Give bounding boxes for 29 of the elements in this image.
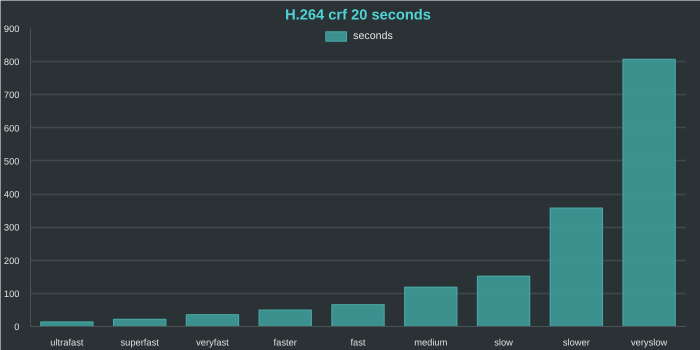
x-tick-label: ultrafast	[50, 338, 84, 348]
x-tick-label: fast	[350, 338, 366, 348]
x-tick-label: superfast	[120, 338, 160, 348]
x-tick-label: faster	[274, 338, 297, 348]
bar	[258, 309, 312, 326]
y-tick-label: 900	[4, 24, 20, 34]
y-tick-label: 500	[4, 156, 20, 166]
bar	[404, 286, 458, 326]
x-tick-label: medium	[414, 338, 448, 348]
x-tick-label: slower	[562, 338, 590, 348]
y-tick-label: 400	[4, 190, 20, 200]
y-tick-label: 300	[4, 222, 20, 233]
y-tick-label: 700	[4, 90, 20, 100]
y-tick-label: 600	[4, 123, 20, 134]
x-tick-label: veryslow	[630, 338, 668, 348]
y-tick-label: 100	[4, 288, 20, 299]
bar	[186, 314, 240, 326]
x-tick-label: slow	[494, 338, 514, 348]
bar	[331, 304, 385, 326]
y-tick-label: 800	[4, 57, 20, 68]
y-tick-label: 200	[4, 256, 20, 266]
y-tick-label: 0	[14, 322, 20, 332]
bar	[476, 276, 530, 326]
chart-title: H.264 crf 20 seconds	[285, 8, 431, 24]
legend-label: seconds	[353, 30, 393, 42]
bar	[622, 58, 676, 326]
bar	[112, 318, 166, 326]
bar	[550, 207, 604, 326]
x-tick-label: veryfast	[196, 338, 230, 348]
